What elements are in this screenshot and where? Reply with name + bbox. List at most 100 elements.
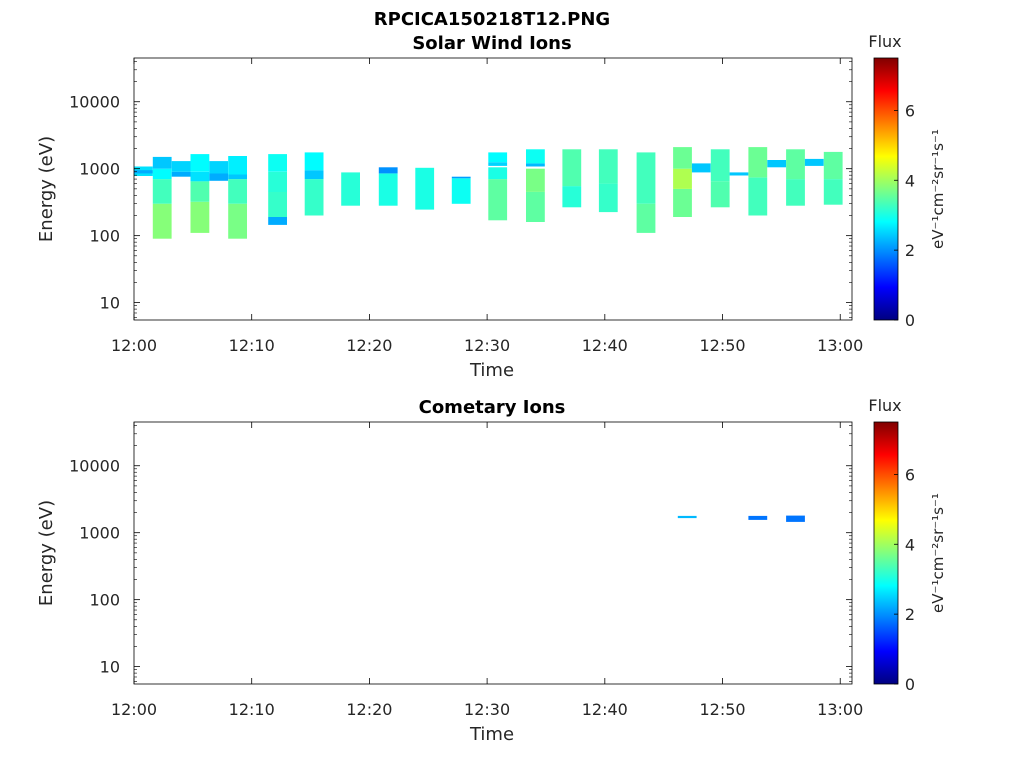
x-tick-label: 13:00 <box>817 700 863 719</box>
flux-cell <box>488 152 508 163</box>
flux-cell <box>209 161 229 174</box>
colorbar-label: Flux <box>868 32 901 51</box>
flux-cell <box>673 168 692 189</box>
flux-cell <box>268 191 287 217</box>
flux-cell <box>804 158 824 166</box>
flux-cell <box>341 172 360 206</box>
flux-cell <box>209 173 229 181</box>
x-tick-label: 12:20 <box>346 336 392 355</box>
flux-cell <box>268 154 287 172</box>
flux-cell <box>268 217 287 225</box>
flux-cell <box>636 152 656 204</box>
panel-title: Solar Wind Ions <box>412 33 571 54</box>
colorbar-tick-label: 2 <box>905 241 915 260</box>
colorbar-units: eV⁻¹cm⁻²sr⁻¹s⁻¹ <box>929 493 947 613</box>
y-tick-label: 1000 <box>79 160 120 179</box>
x-tick-label: 12:00 <box>111 700 157 719</box>
flux-cell <box>304 152 324 171</box>
colorbar-tick-label: 2 <box>905 605 915 624</box>
colorbar-tick-label: 4 <box>905 171 915 190</box>
flux-cell <box>710 149 730 182</box>
plot-area <box>134 422 852 684</box>
figure-title: RPCICA150218T12.PNG <box>374 9 610 30</box>
flux-cell <box>190 171 210 182</box>
flux-cell <box>228 174 247 180</box>
colorbar-tick-label: 0 <box>905 311 915 330</box>
colorbar-label: Flux <box>868 396 901 415</box>
x-tick-label: 13:00 <box>817 336 863 355</box>
flux-cell <box>152 156 172 169</box>
plot-frame <box>133 57 853 321</box>
x-tick-label: 12:50 <box>699 336 745 355</box>
flux-cell <box>190 181 210 202</box>
flux-cell <box>304 170 324 180</box>
flux-cell <box>228 179 247 204</box>
x-tick-label: 12:10 <box>229 700 275 719</box>
x-tick-label: 12:30 <box>464 336 510 355</box>
flux-cell <box>228 156 247 175</box>
flux-cell <box>748 147 768 178</box>
flux-cell <box>748 515 768 520</box>
flux-cell <box>636 203 656 233</box>
flux-cell <box>304 179 324 216</box>
flux-cell <box>677 515 697 519</box>
flux-cell <box>134 170 153 174</box>
y-tick-label: 10 <box>100 658 120 677</box>
flux-cell <box>748 177 768 216</box>
flux-cell <box>415 167 435 210</box>
colorbar-tick-label: 0 <box>905 675 915 694</box>
flux-cell <box>268 171 287 192</box>
spectrogram-cells <box>134 147 843 239</box>
flux-cell <box>152 179 172 204</box>
flux-cell <box>691 163 711 173</box>
y-tick-label: 1000 <box>79 524 120 543</box>
colorbar: 0 2 4 6 <box>873 421 915 694</box>
flux-cell <box>488 162 508 166</box>
flux-cell <box>823 151 843 179</box>
flux-cell <box>451 176 471 179</box>
panel-solar-wind: Solar Wind Ions 12:00 12:10 12:20 12:30 12:4… <box>36 32 947 381</box>
x-tick-label: 12:10 <box>229 336 275 355</box>
y-axis-label: Energy (eV) <box>36 500 57 606</box>
colorbar-tick-label: 4 <box>905 535 915 554</box>
panel-cometary: Cometary Ions 12:00 12:10 12:20 12:30 12:40 1… <box>36 396 947 745</box>
x-tick-label: 12:40 <box>582 700 628 719</box>
flux-cell <box>823 179 843 205</box>
flux-cell <box>190 154 210 172</box>
y-tick-label: 10000 <box>69 93 120 112</box>
y-axis-label: Energy (eV) <box>36 136 57 242</box>
flux-cell <box>673 147 692 169</box>
y-tick-label: 10000 <box>69 457 120 476</box>
axes: 12:00 12:10 12:20 12:30 12:40 12:50 13:00 10 100… <box>69 422 863 719</box>
panel-title: Cometary Ions <box>419 397 566 418</box>
colorbar-tick-label: 6 <box>905 101 915 120</box>
x-tick-label: 12:30 <box>464 700 510 719</box>
flux-cell <box>786 515 805 522</box>
flux-cell <box>190 201 210 233</box>
flux-cell <box>598 149 618 184</box>
x-tick-label: 12:40 <box>582 336 628 355</box>
x-axis-label: Time <box>469 360 514 381</box>
colorbar-gradient <box>873 421 899 685</box>
flux-cell <box>526 163 545 167</box>
flux-cell <box>171 161 191 172</box>
flux-cell <box>378 173 398 206</box>
flux-cell <box>171 171 191 177</box>
flux-cell <box>673 188 692 217</box>
flux-cell <box>729 172 749 176</box>
y-tick-label: 100 <box>89 227 120 246</box>
flux-cell <box>710 181 730 208</box>
flux-cell <box>378 167 398 174</box>
flux-cell <box>228 203 247 239</box>
x-tick-label: 12:20 <box>346 700 392 719</box>
x-axis-label: Time <box>469 724 514 745</box>
flux-cell <box>526 149 545 164</box>
flux-cell <box>562 186 582 208</box>
colorbar-gradient <box>873 57 899 321</box>
colorbar-tick-label: 6 <box>905 465 915 484</box>
x-tick-label: 12:50 <box>699 700 745 719</box>
colorbar: 0 2 4 6 <box>873 57 915 330</box>
plot-frame <box>133 421 853 685</box>
spectrogram-cells <box>677 515 805 522</box>
